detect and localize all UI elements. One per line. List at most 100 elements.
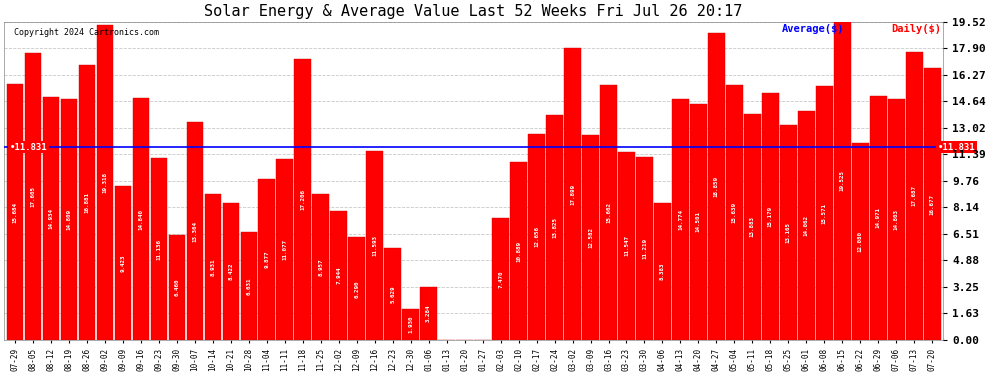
Text: 1.930: 1.930 <box>408 316 413 333</box>
Bar <box>637 157 652 340</box>
Text: 15.684: 15.684 <box>13 202 18 223</box>
Bar <box>205 194 221 340</box>
Text: 12.656: 12.656 <box>534 226 540 248</box>
Text: 11.136: 11.136 <box>156 239 161 260</box>
Text: 14.934: 14.934 <box>49 208 53 229</box>
Bar <box>582 135 599 340</box>
Text: 10.889: 10.889 <box>516 241 521 262</box>
Text: 17.687: 17.687 <box>912 185 917 206</box>
Text: 8.422: 8.422 <box>229 262 234 280</box>
Text: 11.593: 11.593 <box>372 235 377 256</box>
Text: •11.831: •11.831 <box>938 142 975 152</box>
Bar <box>331 210 346 340</box>
Text: 14.062: 14.062 <box>804 215 809 236</box>
Text: 15.179: 15.179 <box>768 206 773 227</box>
Bar <box>816 86 833 340</box>
Bar <box>529 134 545 340</box>
Bar <box>313 194 329 340</box>
Text: 13.165: 13.165 <box>786 222 791 243</box>
Bar <box>421 286 437 340</box>
Text: 6.631: 6.631 <box>247 277 251 295</box>
Text: 8.931: 8.931 <box>210 258 215 276</box>
Text: 13.364: 13.364 <box>192 220 197 242</box>
Bar <box>258 179 275 340</box>
Text: 14.971: 14.971 <box>876 207 881 228</box>
Text: 14.774: 14.774 <box>678 209 683 230</box>
Bar <box>744 114 760 340</box>
Bar <box>97 25 113 340</box>
Text: 11.219: 11.219 <box>642 238 647 259</box>
Text: 6.290: 6.290 <box>354 280 359 297</box>
Text: 9.877: 9.877 <box>264 251 269 268</box>
Bar <box>78 65 95 340</box>
Bar <box>133 98 149 340</box>
Bar <box>564 48 581 340</box>
Bar <box>276 159 293 340</box>
Bar <box>546 115 563 340</box>
Bar <box>348 237 365 340</box>
Bar <box>223 203 239 340</box>
Bar <box>186 122 203 340</box>
Text: 7.944: 7.944 <box>337 267 342 284</box>
Bar <box>115 186 131 340</box>
Bar <box>7 84 23 340</box>
Title: Solar Energy & Average Value Last 52 Weeks Fri Jul 26 20:17: Solar Energy & Average Value Last 52 Wee… <box>204 4 742 19</box>
Text: 17.899: 17.899 <box>570 184 575 205</box>
Text: 16.677: 16.677 <box>930 194 935 214</box>
Bar <box>762 93 779 340</box>
Bar <box>780 125 797 340</box>
Text: 5.629: 5.629 <box>390 285 395 303</box>
Text: 16.881: 16.881 <box>84 192 89 213</box>
Text: 15.571: 15.571 <box>822 202 827 223</box>
Bar <box>366 151 383 340</box>
Text: 14.809: 14.809 <box>66 209 71 230</box>
Bar <box>690 104 707 340</box>
Bar <box>798 111 815 340</box>
Bar <box>168 235 185 340</box>
Text: 3.284: 3.284 <box>426 304 432 322</box>
Text: 13.825: 13.825 <box>552 217 557 238</box>
Text: 6.460: 6.460 <box>174 279 179 296</box>
Text: 12.080: 12.080 <box>857 231 863 252</box>
Text: Average($): Average($) <box>782 24 844 34</box>
Text: 8.957: 8.957 <box>318 258 323 276</box>
Bar <box>384 248 401 340</box>
Bar <box>654 203 671 340</box>
Text: Daily($): Daily($) <box>891 24 941 34</box>
Text: Copyright 2024 Cartronics.com: Copyright 2024 Cartronics.com <box>14 28 158 37</box>
Bar <box>43 96 59 340</box>
Text: 8.383: 8.383 <box>660 263 665 280</box>
Bar <box>402 309 419 340</box>
Bar <box>924 68 940 340</box>
Bar <box>150 159 167 340</box>
Text: 12.582: 12.582 <box>588 227 593 248</box>
Text: 19.525: 19.525 <box>840 170 844 191</box>
Text: 17.605: 17.605 <box>31 186 36 207</box>
Bar <box>726 85 742 340</box>
Text: 11.547: 11.547 <box>624 236 629 256</box>
Bar <box>492 218 509 340</box>
Bar <box>672 99 689 340</box>
Bar <box>708 33 725 340</box>
Text: 14.840: 14.840 <box>139 209 144 230</box>
Text: •11.831: •11.831 <box>10 142 48 152</box>
Bar <box>60 99 77 340</box>
Bar <box>906 52 923 340</box>
Text: 15.639: 15.639 <box>732 202 737 223</box>
Bar <box>294 60 311 340</box>
Bar <box>241 232 257 340</box>
Bar <box>510 162 527 340</box>
Bar <box>888 99 905 340</box>
Text: 15.662: 15.662 <box>606 202 611 223</box>
Bar <box>870 96 887 340</box>
Bar <box>618 152 635 340</box>
Text: 7.470: 7.470 <box>498 270 503 288</box>
Text: 11.077: 11.077 <box>282 239 287 260</box>
Text: 9.423: 9.423 <box>121 255 126 272</box>
Bar <box>834 22 850 340</box>
Text: 13.883: 13.883 <box>749 216 755 237</box>
Text: 19.318: 19.318 <box>102 172 107 193</box>
Bar <box>600 85 617 340</box>
Text: 17.206: 17.206 <box>300 189 305 210</box>
Bar <box>852 143 868 340</box>
